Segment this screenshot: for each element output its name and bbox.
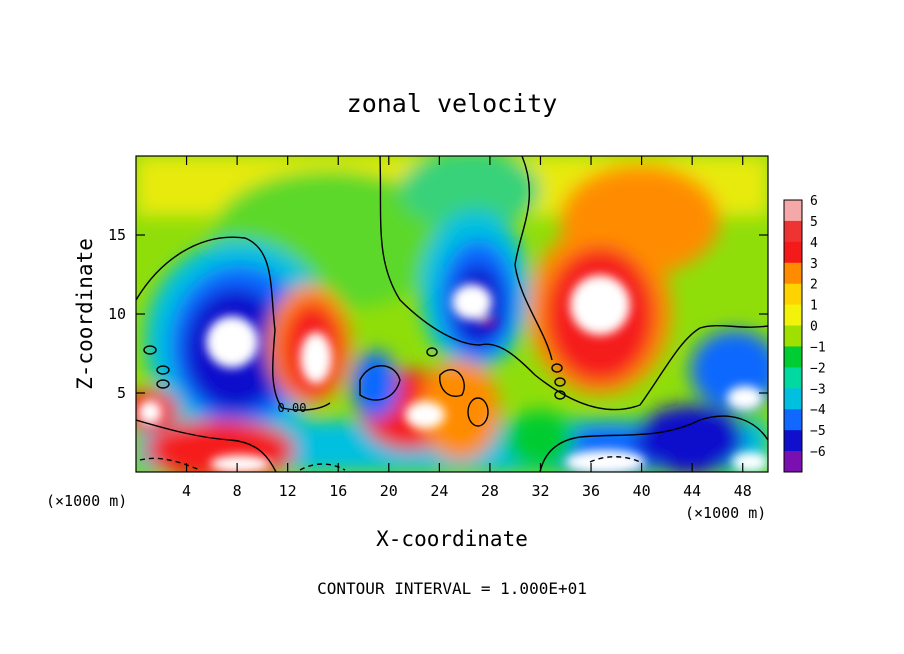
colorbar-label: −1: [810, 340, 826, 355]
x-axis-label: X-coordinate: [376, 527, 528, 551]
contour-line: [359, 365, 401, 401]
colorbar-swatch: [784, 451, 802, 473]
contour-line: [467, 397, 489, 427]
colorbar-swatch: [784, 283, 802, 306]
colorbar-swatch: [784, 409, 802, 431]
x-tick-label: 20: [380, 482, 398, 500]
contour-line: [554, 390, 566, 400]
colorbar-label: 1: [810, 299, 818, 314]
colorbar-swatch: [784, 346, 802, 368]
zero-contours: [136, 156, 768, 472]
contour-line: [439, 369, 465, 397]
colorbar-swatch: [784, 304, 802, 327]
heatmap-field: [136, 156, 768, 472]
contour-line: [136, 419, 277, 472]
colorbar-swatch: [784, 388, 802, 410]
y-axis-label: Z-coordinate: [73, 238, 97, 390]
x-tick-label: 16: [329, 482, 347, 500]
x-axis: 4 8 12 16 20 24 28 32 36 40 44 48: [182, 156, 752, 500]
contour-line-dashed: [139, 457, 201, 471]
colorbar-swatch: [784, 325, 802, 347]
x-tick-label: 28: [481, 482, 499, 500]
colorbar-swatch: [784, 367, 802, 389]
colorbar-swatch: [784, 262, 802, 285]
colorbar-label: 2: [810, 278, 818, 293]
colorbar-label: −5: [810, 424, 826, 439]
colorbar-label: 3: [810, 257, 818, 272]
colorbar-label: 5: [810, 215, 818, 230]
colorbar-label: −2: [810, 361, 826, 376]
colorbar-label: −6: [810, 445, 826, 460]
contour-line: [426, 347, 438, 357]
x-unit-right: (×1000 m): [685, 504, 766, 522]
colorbar-label: −4: [810, 403, 826, 418]
x-tick-label: 40: [633, 482, 651, 500]
contour-line: [156, 365, 170, 375]
colorbar-label: −3: [810, 382, 826, 397]
colorbar-swatch: [784, 200, 802, 222]
colorbar-label: 0: [810, 320, 818, 335]
x-tick-label: 8: [233, 482, 242, 500]
colorbar-label: 6: [810, 194, 818, 209]
x-tick-label: 12: [279, 482, 297, 500]
y-tick-label: 5: [117, 384, 126, 402]
y-axis: 5 10 15: [108, 226, 768, 402]
colorbar-frame: [783, 199, 803, 473]
colorbar-label: 4: [810, 236, 818, 251]
contour-value-label: 0.00: [278, 401, 307, 415]
contour-line-dashed: [299, 463, 346, 471]
x-tick-label: 24: [430, 482, 448, 500]
contour-line: [514, 156, 553, 361]
colorbar-swatch: [784, 241, 802, 264]
x-tick-label: 36: [582, 482, 600, 500]
contour-line: [156, 379, 170, 389]
contour-line-dashed: [589, 456, 641, 463]
contour-line: [554, 377, 566, 387]
contour-line: [539, 415, 768, 472]
x-tick-label: 44: [683, 482, 701, 500]
colorbar-swatch: [784, 430, 802, 452]
y-tick-label: 10: [108, 305, 126, 323]
colorbar: 6 5 4 3 2 1 0 −1 −2 −3 −4 −5 −6: [783, 194, 826, 473]
contour-line: [379, 156, 768, 411]
y-tick-label: 15: [108, 226, 126, 244]
x-tick-label: 32: [531, 482, 549, 500]
x-tick-label: 48: [734, 482, 752, 500]
contour-line: [551, 363, 563, 373]
contour-line: [136, 236, 331, 411]
x-unit-left: (×1000 m): [46, 492, 127, 510]
chart-title: zonal velocity: [347, 89, 558, 118]
contour-line: [143, 345, 157, 355]
contour-interval-note: CONTOUR INTERVAL = 1.000E+01: [317, 579, 587, 598]
colorbar-swatch: [784, 220, 802, 243]
x-tick-label: 4: [182, 482, 191, 500]
